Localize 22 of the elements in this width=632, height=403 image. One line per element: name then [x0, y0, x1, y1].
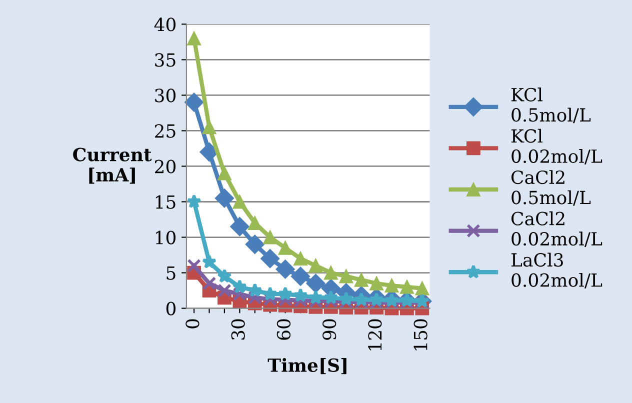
y-tick-label: 15 — [156, 195, 176, 209]
x-tick-label: 0 — [186, 319, 200, 328]
y-tick-label: 10 — [156, 230, 176, 244]
x-tick-label: 90 — [322, 319, 336, 340]
legend-label: CaCl2 0.5mol/L — [511, 170, 591, 206]
x-tick-label: 30 — [231, 319, 245, 340]
x-tick-label: 120 — [368, 319, 382, 350]
y-tick-label: 0 — [166, 302, 176, 316]
y-tick-label: 25 — [154, 124, 176, 138]
x-axis-title: Time[S] — [268, 358, 346, 374]
x-tick-label: 60 — [276, 319, 291, 340]
y-tick-label: 30 — [155, 88, 176, 102]
legend-label: CaCl2 0.02mol/L — [511, 211, 602, 248]
y-tick-label: 35 — [155, 53, 176, 67]
y-axis-title: Current [mA] — [73, 148, 152, 184]
legend-label: KCl 0.02mol/L — [511, 128, 602, 164]
x-tick-label: 150 — [414, 319, 428, 350]
legend-label: LaCl3 0.02mol/L — [511, 252, 602, 288]
y-tick-label: 40 — [154, 18, 176, 32]
y-tick-label: 20 — [154, 160, 176, 174]
y-tick-label: 5 — [166, 266, 176, 280]
legend-label: KCl 0.5mol/L — [511, 88, 591, 124]
